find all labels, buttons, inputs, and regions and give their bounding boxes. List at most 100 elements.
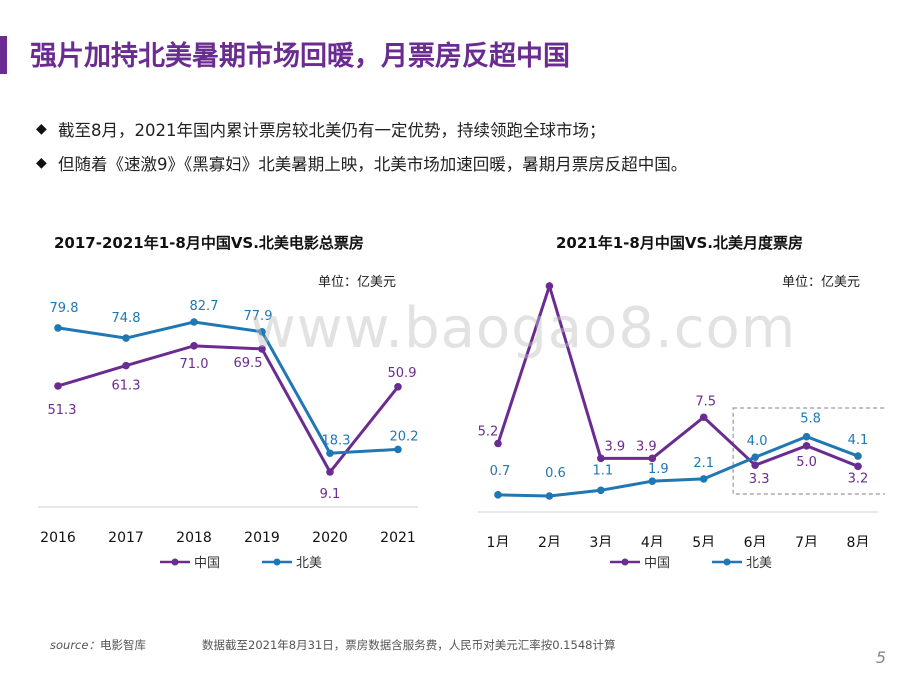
data-point [326, 449, 334, 458]
data-label: 5.8 [800, 412, 821, 427]
na-legend-line-icon [262, 558, 293, 565]
data-point [699, 413, 708, 422]
data-point [802, 441, 811, 450]
data-label: 0.6 [545, 466, 566, 481]
data-label: 20.2 [390, 429, 419, 444]
unit-label-monthly: 单位：亿美元 [782, 275, 861, 290]
data-point [494, 439, 502, 448]
legend-monthly: 中国 北美 [610, 552, 772, 571]
unit-label-annual: 单位：亿美元 [318, 275, 397, 290]
x-tick-label: 7月 [795, 535, 818, 547]
bullet-item: ◆ 但随着《速激9》《黑寡妇》北美暑期上映，北美市场加速回暖，暑期月票房反超中国… [36, 146, 687, 180]
data-point [854, 452, 862, 460]
source-value: 电影智库 [99, 638, 146, 652]
chart-title-monthly: 2021年1-8月中国VS.北美月度票房 [556, 234, 803, 252]
legend-annual: 中国 北美 [160, 552, 322, 571]
page-number: 5 [875, 648, 886, 667]
data-point [54, 382, 62, 390]
data-point [751, 461, 759, 469]
data-label: 4.1 [848, 433, 869, 448]
legend-item-china: 中国 [160, 552, 220, 571]
x-tick-label: 2020 [312, 530, 348, 546]
data-label: 9.1 [320, 487, 341, 502]
data-point [494, 491, 502, 499]
data-label: 1.9 [648, 462, 669, 477]
data-label: 79.8 [50, 301, 79, 316]
data-label: 77.9 [244, 309, 273, 324]
data-point [751, 453, 759, 461]
data-label: 71.0 [180, 357, 209, 372]
data-label: 3.9 [636, 439, 657, 454]
data-label: 69.5 [234, 356, 263, 371]
data-label: 5.2 [478, 425, 499, 440]
diamond-bullet-icon: ◆ [36, 155, 47, 171]
series-line [496, 282, 859, 468]
x-tick-label: 3月 [589, 535, 612, 547]
legend-label-na: 北美 [296, 556, 323, 571]
x-tick-label: 2019 [244, 530, 280, 546]
data-point [699, 475, 708, 483]
monthly-box-office-chart: 1月2月3月4月5月6月7月8月5.219.03.93.97.53.35.03.… [478, 282, 885, 547]
legend-item-na: 北美 [712, 552, 772, 571]
x-tick-label: 8月 [847, 535, 870, 547]
bullet-list: ◆ 截至8月，2021年国内累计票房较北美仍有一定优势，持续领跑全球市场； ◆ … [36, 112, 687, 180]
x-tick-label: 4月 [641, 535, 664, 547]
china-legend-line-icon [610, 558, 640, 565]
chart-title-annual: 2017-2021年1-8月中国VS.北美电影总票房 [54, 234, 364, 252]
legend-label-na: 北美 [746, 556, 773, 571]
data-label: 5.0 [796, 455, 817, 470]
data-label: 7.5 [695, 394, 716, 409]
legend-item-china: 中国 [610, 552, 670, 571]
data-label: 2.1 [693, 456, 714, 471]
data-point [394, 445, 402, 454]
annual-box-office-chart: 2016 2017 2018 2019 2020 2021 51.3 61.3 71.0 69.5… [38, 299, 419, 546]
page-title: 强片加持北美暑期市场回暖，月票房反超中国 [30, 41, 570, 72]
x-tick-label: 5月 [692, 535, 715, 547]
x-tick-label: 2018 [176, 530, 212, 546]
data-label: 74.8 [112, 311, 141, 326]
legend-label-china: 中国 [194, 556, 221, 571]
x-tick-label: 2016 [40, 530, 76, 546]
data-point [854, 462, 862, 471]
data-label: 82.7 [190, 299, 219, 314]
x-tick-label: 2017 [108, 530, 144, 546]
data-label: 3.3 [749, 472, 770, 487]
legend-item-na: 北美 [262, 552, 322, 571]
data-label: 1.1 [593, 463, 614, 478]
title-accent-bar [0, 36, 7, 74]
data-point [190, 342, 198, 350]
diamond-bullet-icon: ◆ [36, 121, 47, 137]
na-legend-line-icon [712, 558, 743, 565]
x-tick-label: 1月 [487, 535, 510, 547]
legend-label-china: 中国 [644, 556, 671, 571]
data-point [258, 345, 266, 353]
china-legend-line-icon [160, 558, 190, 565]
data-point [394, 383, 402, 391]
series-line [497, 435, 859, 498]
bullet-text: 但随着《速激9》《黑寡妇》北美暑期上映，北美市场加速回暖，暑期月票房反超中国。 [58, 155, 688, 174]
x-tick-label: 2021 [380, 530, 416, 546]
data-point [122, 361, 130, 370]
data-label: 4.0 [747, 434, 768, 449]
source-label: source： [50, 638, 100, 652]
data-point [545, 492, 554, 500]
footer-source: source：电影智库 [50, 637, 146, 653]
data-point [648, 477, 657, 485]
data-point [326, 468, 334, 476]
data-point [597, 486, 605, 495]
x-tick-label: 6月 [744, 535, 767, 547]
bullet-text: 截至8月，2021年国内累计票房较北美仍有一定优势，持续领跑全球市场； [58, 121, 606, 140]
data-label: 61.3 [112, 379, 141, 394]
data-label: 0.7 [490, 464, 511, 479]
series-line [57, 320, 399, 455]
x-tick-label: 2月 [538, 535, 561, 547]
bullet-item: ◆ 截至8月，2021年国内累计票房较北美仍有一定优势，持续领跑全球市场； [36, 112, 687, 146]
data-point [54, 324, 62, 332]
data-point [190, 318, 198, 326]
data-point [802, 432, 811, 441]
data-point [545, 282, 554, 290]
data-label: 3.9 [605, 439, 626, 454]
data-point [122, 334, 130, 342]
data-label: 51.3 [48, 403, 77, 418]
data-label: 50.9 [388, 366, 417, 381]
